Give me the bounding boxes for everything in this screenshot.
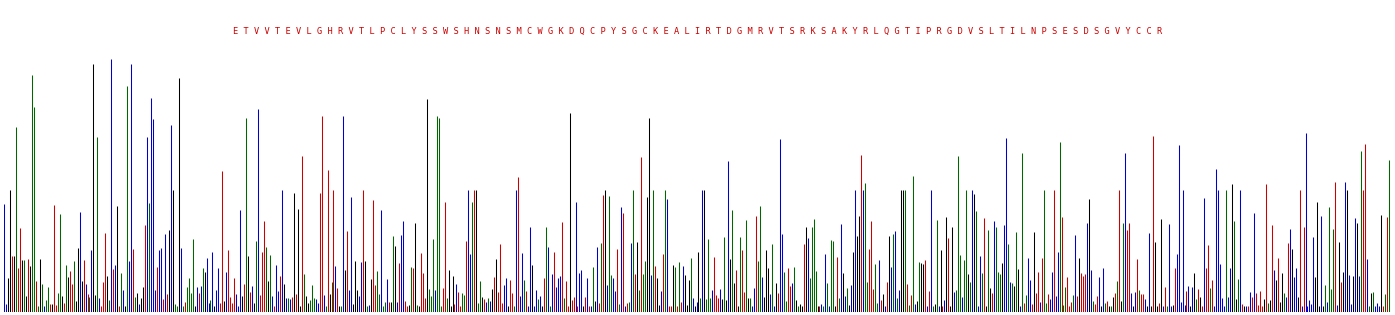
Text: E T V V T E V L G H R V T L P C L Y S S W S H N S N S M C W G K D Q C P Y S G C : E T V V T E V L G H R V T L P C L Y S S …: [233, 26, 1162, 36]
